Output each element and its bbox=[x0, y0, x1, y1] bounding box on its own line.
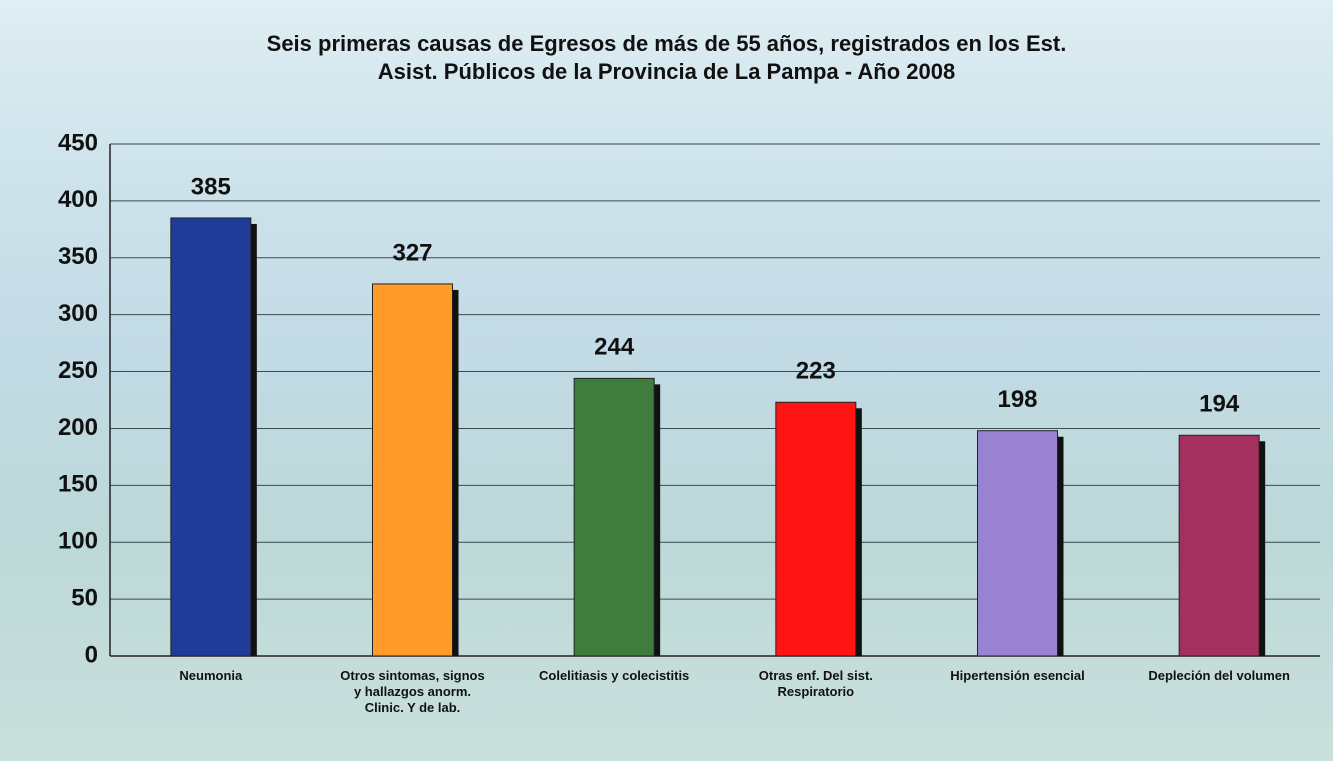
bar bbox=[573, 377, 655, 657]
data-label: 194 bbox=[1199, 391, 1240, 418]
y-tick-label: 350 bbox=[58, 243, 98, 270]
bar bbox=[775, 401, 857, 657]
data-label: 327 bbox=[392, 239, 432, 266]
bar bbox=[1178, 434, 1260, 657]
y-tick-label: 300 bbox=[58, 300, 98, 327]
y-tick-label: 150 bbox=[58, 471, 98, 498]
x-tick-label: Colelitiasis y colecistitis bbox=[539, 668, 690, 683]
x-tick-label: Otros sintomas, signos y hallazgos anorm… bbox=[340, 668, 485, 715]
chart-title: Seis primeras causas de Egresos de más d… bbox=[266, 31, 1067, 84]
bar bbox=[170, 217, 252, 657]
x-tick-label: Hipertensión esencial bbox=[950, 668, 1085, 683]
data-label: 198 bbox=[997, 386, 1037, 413]
y-tick-label: 100 bbox=[58, 528, 98, 555]
y-tick-label: 200 bbox=[58, 414, 98, 441]
y-tick-label: 400 bbox=[58, 186, 98, 213]
y-tick-label: 50 bbox=[71, 584, 98, 611]
data-label: 223 bbox=[796, 358, 836, 385]
x-tick-label: Otras enf. Del sist. Respiratorio bbox=[758, 668, 873, 699]
data-label: 385 bbox=[191, 173, 231, 200]
y-tick-label: 250 bbox=[58, 357, 98, 384]
x-tick-label: Neumonia bbox=[179, 668, 243, 683]
bar bbox=[372, 283, 453, 657]
bar bbox=[977, 430, 1058, 657]
y-tick-label: 0 bbox=[85, 641, 98, 668]
y-tick-label: 450 bbox=[58, 129, 98, 156]
data-label: 244 bbox=[594, 334, 635, 361]
x-tick-label: Depleción del volumen bbox=[1148, 668, 1290, 683]
